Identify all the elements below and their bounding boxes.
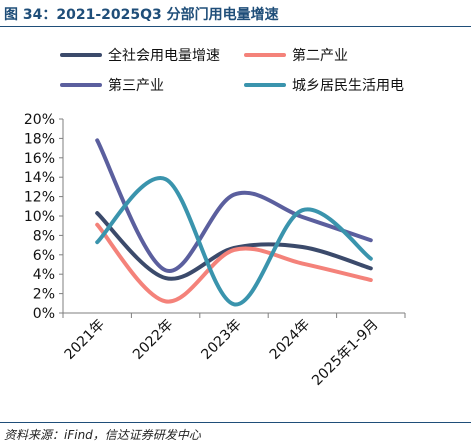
legend-label-1: 全社会用电量增速 <box>108 47 220 64</box>
legend-label-4: 城乡居民生活用电 <box>292 78 404 94</box>
y-tick-label: 12% <box>24 190 55 206</box>
legend-label-3: 第三产业 <box>108 77 164 94</box>
series-line-2 <box>95 222 373 304</box>
series-line-4 <box>95 176 373 307</box>
y-tick-label: 16% <box>24 151 55 167</box>
x-tick-label: 2022年 <box>130 317 176 363</box>
title-divider <box>0 26 471 27</box>
x-tick-label: 2023年 <box>198 317 244 363</box>
x-tick-label: 2024年 <box>267 317 313 363</box>
y-tick-label: 2% <box>33 287 55 303</box>
x-tick-label: 2025年1-9月 <box>309 317 381 389</box>
chart-title: 图 34：2021-2025Q3 分部门用电量增速 <box>4 7 279 23</box>
legend-label-2: 第二产业 <box>292 47 348 64</box>
y-tick-label: 6% <box>33 248 55 264</box>
x-tick-label: 2021年 <box>62 317 108 363</box>
y-tick-label: 14% <box>24 170 55 186</box>
y-tick-label: 8% <box>33 228 55 244</box>
source-divider <box>0 422 471 423</box>
y-tick-label: 10% <box>24 209 55 225</box>
series-lines <box>95 138 373 307</box>
y-tick-label: 20% <box>24 112 55 128</box>
y-tick-label: 0% <box>33 306 55 322</box>
axes: 0% 2% 4% 6% 8% 10% 12% 14% 16% 18% 20% 2021年 2022年 20… <box>24 112 406 389</box>
y-tick-label: 18% <box>24 131 55 147</box>
y-tick-label: 4% <box>33 267 55 283</box>
series-line-3 <box>95 138 373 273</box>
source-note: 资料来源：iFind，信达证券研发中心 <box>4 428 201 442</box>
